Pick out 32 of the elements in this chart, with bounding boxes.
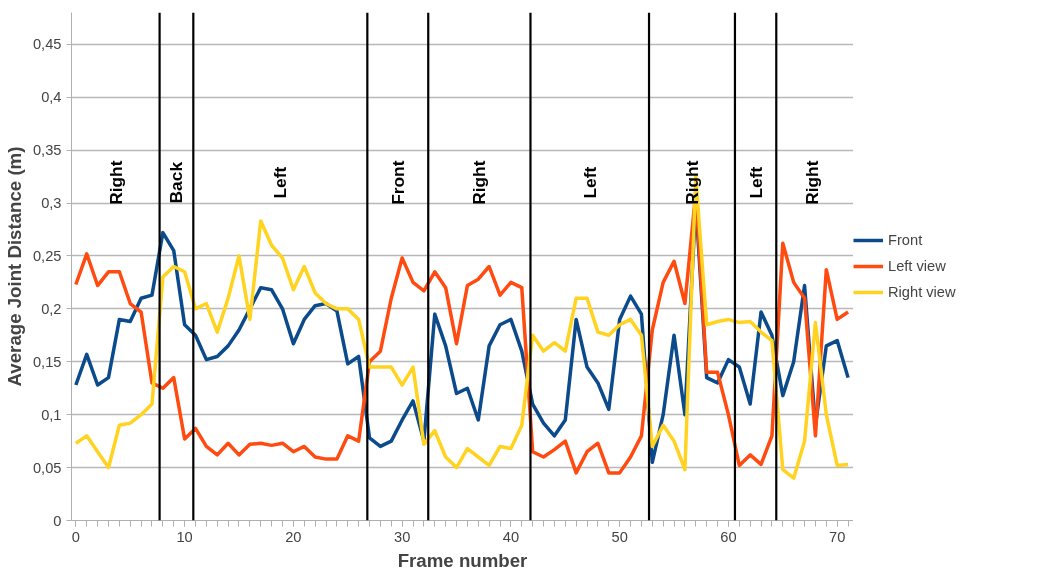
y-tick-label: 0,1 (41, 406, 62, 423)
annotation: Back (166, 161, 187, 204)
x-tick-label: 10 (176, 528, 193, 545)
annotation: Left (270, 166, 291, 199)
y-tick-label: 0,25 (32, 247, 62, 264)
y-tick-label: 0,15 (32, 353, 62, 370)
legend-label: Front (888, 232, 923, 248)
x-tick-label: 60 (720, 528, 737, 545)
x-tick-label: 30 (393, 528, 411, 545)
annotation: Right (469, 160, 490, 205)
y-tick-label: 0,05 (32, 459, 62, 476)
annotation: Front (387, 160, 408, 205)
annotation: Right (105, 160, 126, 205)
y-tick-label: 0,35 (32, 142, 62, 159)
annotation: Right (802, 160, 823, 205)
legend-label: Right view (888, 284, 956, 300)
annotation: Right (681, 160, 702, 205)
x-tick-label: 0 (71, 528, 80, 545)
annotation: Left (745, 166, 766, 199)
y-axis-title: Average Joint Distance (m) (3, 146, 25, 387)
y-tick-label: 0 (53, 512, 62, 529)
annotation: Left (579, 166, 600, 199)
x-tick-label: 40 (502, 528, 520, 545)
legend-label: Left view (888, 258, 946, 274)
x-tick-label: 70 (829, 528, 846, 545)
x-tick-label: 50 (611, 528, 628, 545)
y-tick-label: 0,45 (32, 36, 62, 53)
y-tick-label: 0,2 (41, 300, 62, 317)
x-tick-label: 20 (285, 528, 302, 545)
x-axis-title: Frame number (397, 549, 528, 571)
y-tick-label: 0,4 (41, 89, 62, 106)
y-tick-label: 0,3 (41, 195, 62, 211)
